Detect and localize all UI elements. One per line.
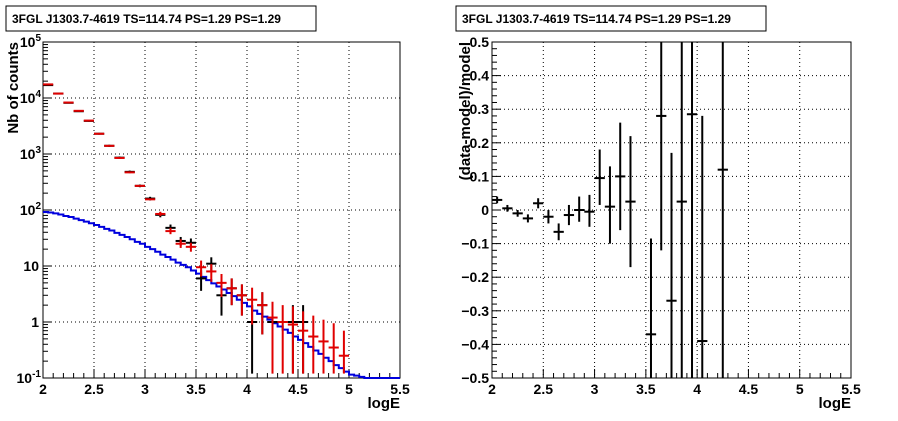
residuals-y-tick-label: 0 xyxy=(481,202,489,218)
counts-x-tick-label: 5 xyxy=(345,381,353,397)
residuals-y-tick-label: −0.1 xyxy=(461,236,489,252)
residuals-y-tick-label: 0.1 xyxy=(470,168,490,184)
counts-y-axis-title: Nb of counts xyxy=(5,42,22,134)
residuals-axis-ticks: 2 2.5 3 3.5 4 4.5 5 5.5 −0.5 −0.4 −0.3 −0.2 −0.1 0 0.1… xyxy=(461,34,861,397)
counts-x-tick-label: 4 xyxy=(243,381,251,397)
residuals-x-tick-label: 3.5 xyxy=(636,381,656,397)
counts-y-tick-label: 104 xyxy=(20,89,42,106)
counts-x-tick-label: 2 xyxy=(39,381,47,397)
counts-marks xyxy=(43,83,400,379)
counts-plot-frame xyxy=(42,41,401,379)
counts-y-tick-label: 1 xyxy=(31,314,39,330)
residuals-marks xyxy=(492,42,728,378)
residuals-x-tick-label: 4 xyxy=(693,381,701,397)
source-model-histogram xyxy=(43,211,400,379)
counts-title-box xyxy=(5,5,317,32)
counts-x-tick-label: 2.5 xyxy=(84,381,104,397)
residuals-x-tick-label: 5.5 xyxy=(841,381,861,397)
residuals-y-tick-label: −0.5 xyxy=(461,370,489,386)
residuals-y-tick-label: 0.2 xyxy=(470,135,490,151)
counts-title: 3FGL J1303.7-4619 TS=114.74 PS=1.29 PS=1… xyxy=(12,12,281,26)
residuals-title-box xyxy=(455,5,767,32)
residuals-x-axis-title: logE xyxy=(819,395,852,412)
counts-x-axis-title: logE xyxy=(368,395,401,412)
counts-grid xyxy=(43,42,400,378)
residuals-y-tick-label: 0.3 xyxy=(470,101,490,117)
residuals-x-tick-label: 2.5 xyxy=(534,381,554,397)
counts-y-tick-label: 10-1 xyxy=(17,369,42,386)
residuals-title: 3FGL J1303.7-4619 TS=114.74 PS=1.29 PS=1… xyxy=(462,12,731,26)
residuals-x-tick-label: 3 xyxy=(591,381,599,397)
residuals-y-axis-title: (data-model)/model xyxy=(457,42,474,180)
counts-x-tick-label: 5.5 xyxy=(390,381,410,397)
residuals-y-tick-label: −0.4 xyxy=(461,336,489,352)
residuals-y-tick-label: 0.4 xyxy=(470,68,490,84)
counts-axis-ticks: 2 2.5 3 3.5 4 4.5 5 5.5 10-1 1 10 102 103 104 105 xyxy=(17,33,410,397)
residuals-panel: 3FGL J1303.7-4619 TS=114.74 PS=1.29 PS=1… xyxy=(455,5,861,412)
residuals-x-tick-label: 4.5 xyxy=(739,381,759,397)
residuals-x-tick-label: 5 xyxy=(796,381,804,397)
counts-y-tick-label: 102 xyxy=(20,201,42,218)
counts-y-tick-label: 105 xyxy=(20,33,42,50)
counts-x-tick-label: 3.5 xyxy=(186,381,206,397)
residuals-y-tick-label: −0.3 xyxy=(461,303,489,319)
counts-y-tick-label: 10 xyxy=(23,258,39,274)
counts-panel: 3FGL J1303.7-4619 TS=114.74 PS=1.29 PS=1… xyxy=(5,5,410,412)
residuals-y-tick-label: 0.5 xyxy=(470,34,490,50)
residuals-x-tick-label: 2 xyxy=(488,381,496,397)
counts-y-tick-label: 103 xyxy=(20,145,42,162)
residuals-y-tick-label: −0.2 xyxy=(461,269,489,285)
counts-x-tick-label: 4.5 xyxy=(288,381,308,397)
counts-x-tick-label: 3 xyxy=(141,381,149,397)
residuals-grid xyxy=(492,42,851,378)
